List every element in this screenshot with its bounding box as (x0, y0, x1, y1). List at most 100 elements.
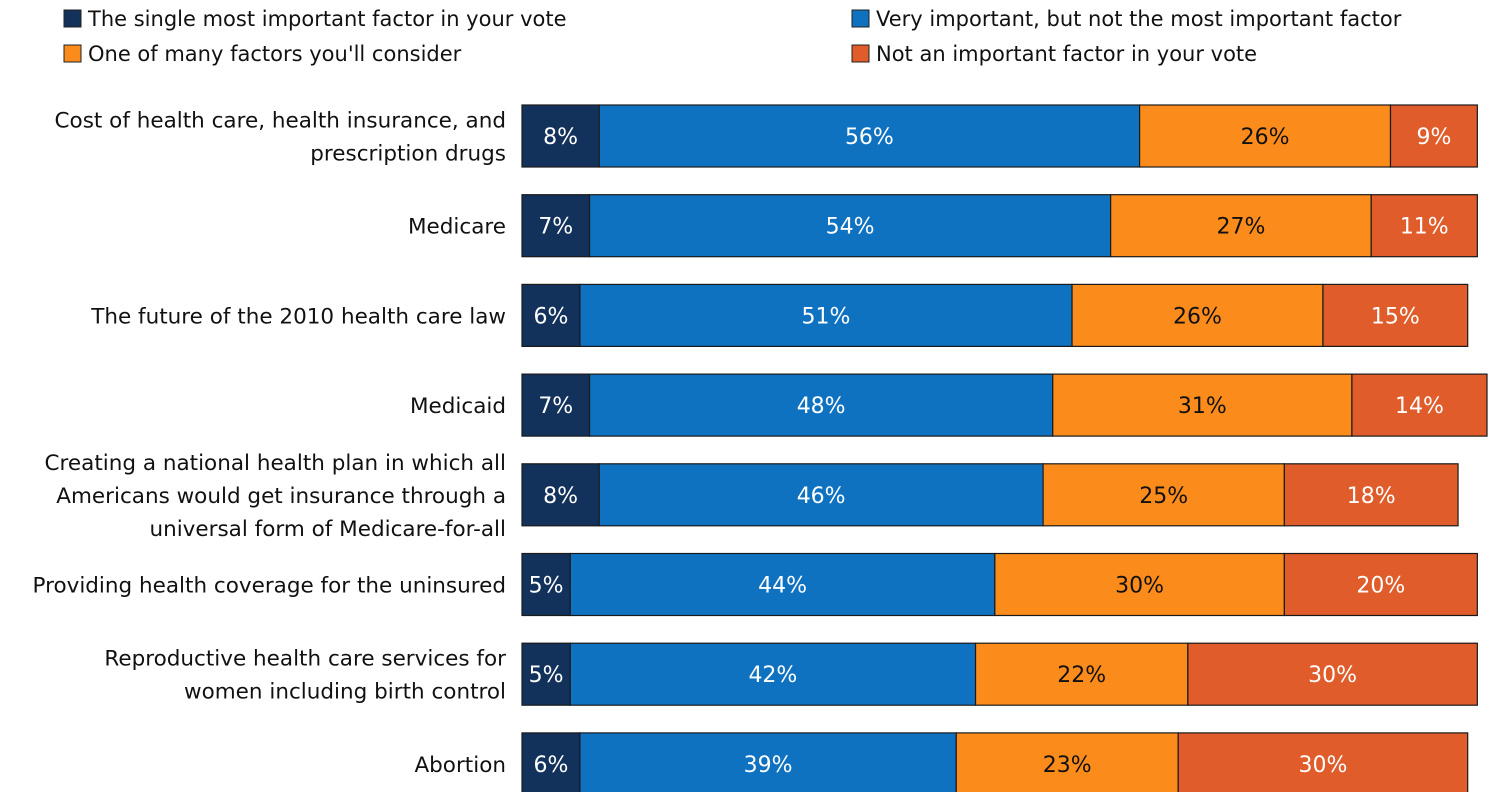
legend-swatch (63, 9, 82, 28)
category-label-line: Providing health coverage for the uninsu… (32, 574, 506, 599)
value-label: 30% (1298, 753, 1347, 778)
legend-item: One of many factors you'll consider (63, 42, 462, 66)
category-label-line: Reproductive health care services for (104, 647, 506, 672)
bar-segment (521, 642, 571, 706)
bar-segment (521, 732, 581, 792)
bar-segment (579, 283, 1073, 347)
value-label: 27% (1216, 215, 1265, 240)
value-label: 26% (1173, 304, 1222, 329)
category-label: Providing health coverage for the uninsu… (32, 574, 506, 599)
value-label: 46% (797, 484, 846, 509)
value-label: 22% (1057, 663, 1106, 688)
value-label: 26% (1241, 125, 1290, 150)
bar-segment (598, 463, 1044, 527)
legend-item: Not an important factor in your vote (851, 42, 1257, 66)
bar-row: 7% 54% 27% 11% (521, 194, 1478, 258)
bar-segment (974, 642, 1189, 706)
legend-swatch (851, 9, 870, 28)
category-label: Reproductive health care services for wom… (104, 647, 506, 705)
category-label-line: prescription drugs (310, 142, 506, 167)
value-label: 5% (529, 663, 564, 688)
bars: 8% 56% 26% 9% 7% 54% 27% 11% 6% 51% 26% 15% 7% 48% 31%… (521, 104, 1488, 792)
legend: The single most important factor in your… (63, 7, 1402, 66)
value-label: 51% (802, 304, 851, 329)
category-label: Cost of health care, health insurance, a… (55, 109, 506, 167)
value-label: 9% (1416, 125, 1451, 150)
bar-segment (1351, 373, 1488, 437)
category-label-line: Medicare (408, 215, 506, 240)
value-label: 7% (538, 215, 573, 240)
value-label: 11% (1400, 215, 1449, 240)
bar-row: 5% 44% 30% 20% (521, 552, 1478, 617)
legend-label: The single most important factor in your… (87, 7, 567, 31)
legend-swatch (851, 44, 870, 63)
bar-segment (1389, 104, 1478, 168)
category-label: The future of the 2010 health care law (90, 304, 506, 329)
category-label-line: Americans would get insurance through a (56, 484, 506, 509)
bar-segment (521, 194, 591, 258)
value-label: 8% (543, 484, 578, 509)
category-label-line: Medicaid (410, 394, 506, 419)
bar-segment (521, 463, 600, 527)
category-labels: Cost of health care, health insurance, a… (32, 109, 506, 778)
bar-segment (1177, 732, 1469, 792)
legend-label: One of many factors you'll consider (88, 42, 462, 66)
bar-segment (598, 104, 1141, 168)
category-label-line: Creating a national health plan in which… (45, 451, 506, 476)
bar-segment (588, 373, 1054, 437)
value-label: 48% (797, 394, 846, 419)
bar-segment (521, 373, 591, 437)
bar-row: 7% 48% 31% 14% (521, 373, 1488, 437)
bar-segment (521, 283, 581, 347)
category-label-line: Cost of health care, health insurance, a… (55, 109, 506, 134)
bar-segment (1110, 194, 1372, 258)
category-label-line: The future of the 2010 health care law (90, 304, 506, 329)
value-label: 6% (533, 753, 568, 778)
value-label: 44% (758, 574, 807, 599)
value-label: 6% (533, 304, 568, 329)
value-label: 20% (1356, 574, 1405, 599)
legend-label: Very important, but not the most importa… (876, 7, 1402, 31)
bar-segment (588, 194, 1112, 258)
category-label: Abortion (414, 753, 506, 778)
value-label: 30% (1115, 574, 1164, 599)
bar-segment (1322, 283, 1469, 347)
value-label: 39% (744, 753, 793, 778)
category-label-line: Abortion (414, 753, 506, 778)
category-label-line: universal form of Medicare-for-all (149, 517, 506, 542)
bar-row: 6% 39% 23% 30% (521, 732, 1469, 792)
value-label: 31% (1178, 394, 1227, 419)
legend-item: Very important, but not the most importa… (851, 7, 1402, 31)
legend-swatch (63, 44, 82, 63)
bar-row: 8% 56% 26% 9% (521, 104, 1478, 168)
value-label: 25% (1139, 484, 1188, 509)
bar-row: 8% 46% 25% 18% (521, 463, 1459, 527)
value-label: 23% (1043, 753, 1092, 778)
value-label: 5% (529, 574, 564, 599)
bar-segment (1187, 642, 1478, 706)
bar-row: 6% 51% 26% 15% (521, 283, 1469, 347)
bar-segment (1283, 552, 1478, 617)
value-label: 15% (1371, 304, 1420, 329)
bar-segment (1138, 104, 1392, 168)
bar-segment (1042, 463, 1285, 527)
value-label: 30% (1308, 663, 1357, 688)
bar-segment (955, 732, 1179, 792)
bar-segment (1370, 194, 1478, 258)
legend-item: The single most important factor in your… (63, 7, 567, 31)
value-label: 8% (543, 125, 578, 150)
value-label: 56% (845, 125, 894, 150)
value-label: 42% (748, 663, 797, 688)
bar-segment (1283, 463, 1459, 527)
category-label: Creating a national health plan in which… (45, 451, 506, 542)
legend-label: Not an important factor in your vote (876, 42, 1257, 66)
bar-segment (1052, 373, 1353, 437)
bar-segment (994, 552, 1285, 617)
bar-row: 5% 42% 22% 30% (521, 642, 1478, 706)
category-label: Medicaid (410, 394, 506, 419)
bar-segment (521, 104, 600, 168)
value-label: 18% (1347, 484, 1396, 509)
value-label: 14% (1395, 394, 1444, 419)
bar-segment (521, 552, 571, 617)
